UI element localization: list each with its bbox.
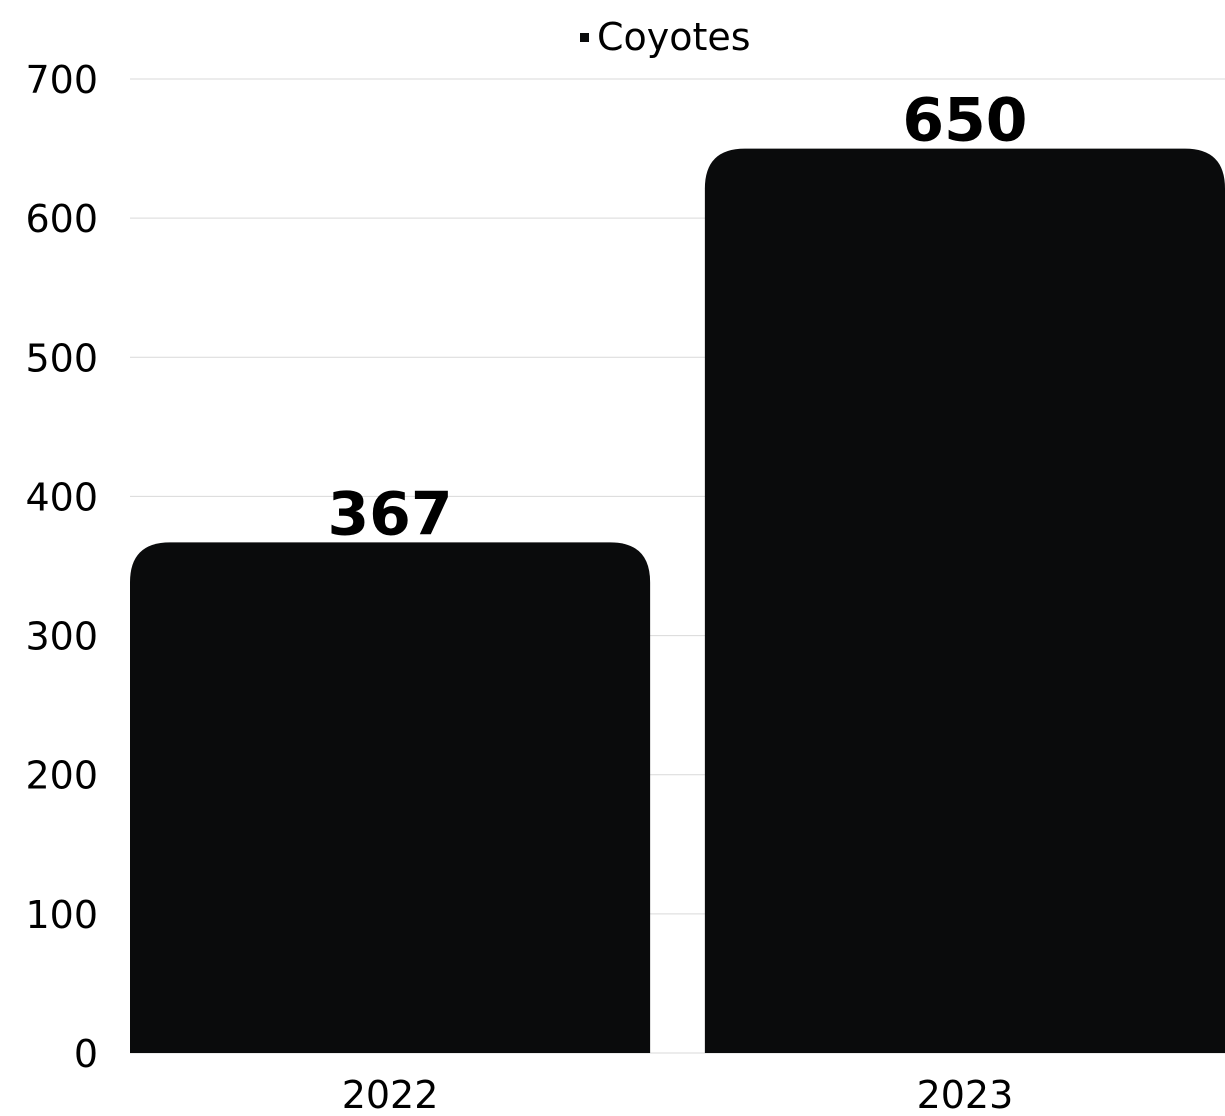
y-tick-label: 500 xyxy=(25,336,98,380)
legend-swatch-coyotes xyxy=(580,33,589,42)
y-tick-label: 300 xyxy=(25,615,98,659)
data-label-2023: 650 xyxy=(902,86,1027,156)
y-tick-label: 600 xyxy=(25,197,98,241)
y-axis: 0 100 200 300 400 500 600 700 xyxy=(25,58,98,1076)
data-label-2022: 367 xyxy=(327,479,452,549)
legend: Coyotes xyxy=(580,15,751,59)
x-axis: 2022 2023 xyxy=(342,1073,1014,1116)
y-tick-label: 100 xyxy=(25,893,98,937)
bar-2022 xyxy=(130,542,651,1053)
y-tick-label: 400 xyxy=(25,475,98,519)
x-tick-label-2022: 2022 xyxy=(342,1073,439,1116)
bars xyxy=(130,148,1225,1054)
y-tick-label: 700 xyxy=(25,58,98,102)
data-labels: 367 650 xyxy=(327,86,1027,550)
x-tick-label-2023: 2023 xyxy=(917,1073,1014,1116)
legend-label-coyotes: Coyotes xyxy=(597,15,751,59)
y-tick-label: 0 xyxy=(74,1032,98,1076)
bar-2023 xyxy=(704,148,1225,1054)
y-tick-label: 200 xyxy=(25,754,98,798)
